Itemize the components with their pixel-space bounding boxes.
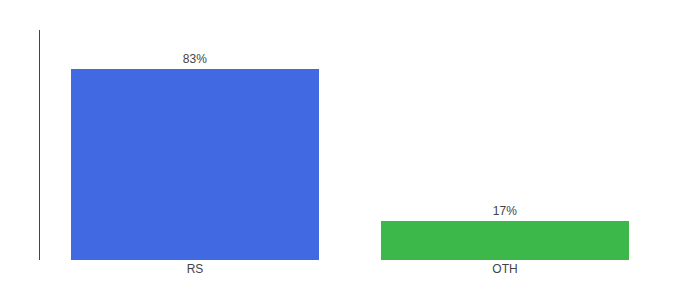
svg-text:OTH: OTH [492,262,517,276]
svg-text:RS: RS [187,262,204,276]
svg-text:83%: 83% [183,52,207,66]
svg-text:17%: 17% [493,204,517,218]
